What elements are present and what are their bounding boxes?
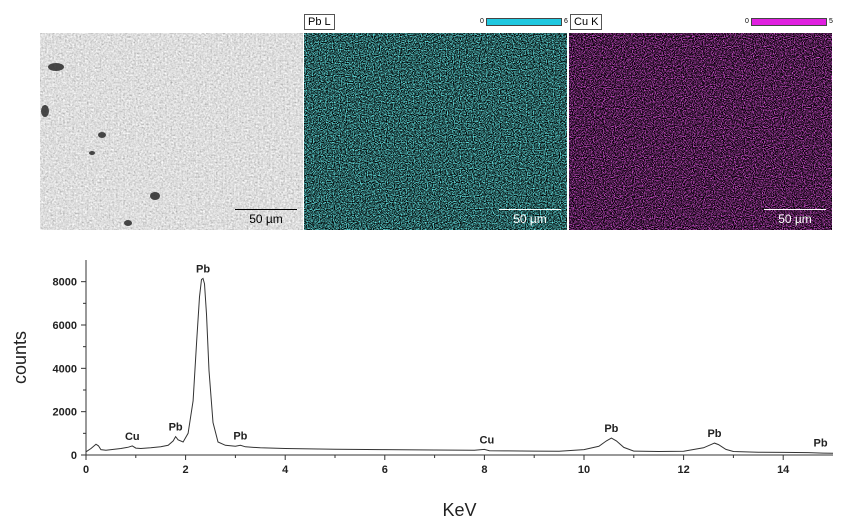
legend-max: 5 bbox=[829, 18, 833, 25]
cu-scale-bar: 50 µm bbox=[764, 209, 826, 226]
pb-map-legend: 0 6 bbox=[480, 16, 570, 28]
legend-max: 6 bbox=[564, 18, 568, 25]
legend-min: 0 bbox=[480, 18, 484, 25]
x-tick-label: 6 bbox=[382, 464, 388, 476]
x-tick-label: 12 bbox=[677, 464, 689, 476]
peak-label: Pb bbox=[707, 428, 721, 440]
scale-bar-line bbox=[499, 209, 561, 210]
scale-bar-label: 50 µm bbox=[513, 212, 547, 226]
spectrum-line bbox=[85, 277, 834, 454]
sem-image-panel: 50 µm bbox=[40, 33, 303, 230]
x-tick-label: 4 bbox=[282, 464, 289, 476]
eds-spectrum-chart: 0 2 4 6 8 10 12 14 0 2000 4000 6000 8000 Cu Pb Pb Pb Cu P… bbox=[10, 260, 834, 520]
cu-map-panel: 50 µm bbox=[569, 33, 832, 230]
cu-map-image bbox=[569, 33, 832, 230]
pb-map-panel: 50 µm bbox=[304, 33, 567, 230]
pb-color-swatch bbox=[486, 18, 562, 26]
pb-scale-bar: 50 µm bbox=[499, 209, 561, 226]
peak-label: Pb bbox=[196, 263, 210, 275]
cu-map-label: Cu K bbox=[570, 14, 603, 30]
x-tick-label: 14 bbox=[777, 464, 790, 476]
y-tick-label: 8000 bbox=[53, 277, 77, 289]
chart-axes bbox=[85, 260, 833, 456]
x-tick-label: 2 bbox=[183, 464, 189, 476]
peak-label: Pb bbox=[169, 422, 183, 434]
x-axis-label: KeV bbox=[442, 500, 476, 520]
chart-ticks: 0 2 4 6 8 10 12 14 0 2000 4000 6000 8000 bbox=[53, 277, 791, 476]
x-tick-label: 0 bbox=[83, 464, 89, 476]
cu-color-swatch bbox=[751, 18, 827, 26]
y-tick-label: 2000 bbox=[53, 407, 77, 419]
x-tick-label: 8 bbox=[481, 464, 487, 476]
scale-bar-label: 50 µm bbox=[249, 212, 283, 226]
y-tick-label: 6000 bbox=[53, 320, 77, 332]
y-axis-label: counts bbox=[10, 331, 30, 384]
scale-bar-line bbox=[235, 209, 297, 210]
peak-label: Cu bbox=[125, 431, 140, 443]
pb-map-image bbox=[304, 33, 567, 230]
pb-map-label: Pb L bbox=[304, 14, 335, 30]
peak-annotations: Cu Pb Pb Pb Cu Pb Pb Pb bbox=[125, 263, 828, 449]
peak-label: Pb bbox=[604, 423, 618, 435]
sem-image bbox=[40, 33, 303, 230]
y-tick-label: 4000 bbox=[53, 363, 77, 375]
peak-label: Cu bbox=[480, 434, 495, 446]
legend-min: 0 bbox=[745, 18, 749, 25]
scale-bar-label: 50 µm bbox=[778, 212, 812, 226]
cu-map-legend: 0 5 bbox=[745, 16, 835, 28]
sem-scale-bar: 50 µm bbox=[235, 209, 297, 226]
x-tick-label: 10 bbox=[578, 464, 590, 476]
peak-label: Pb bbox=[233, 430, 247, 442]
peak-label: Pb bbox=[814, 438, 828, 450]
scale-bar-line bbox=[764, 209, 826, 210]
y-tick-label: 0 bbox=[71, 450, 77, 462]
